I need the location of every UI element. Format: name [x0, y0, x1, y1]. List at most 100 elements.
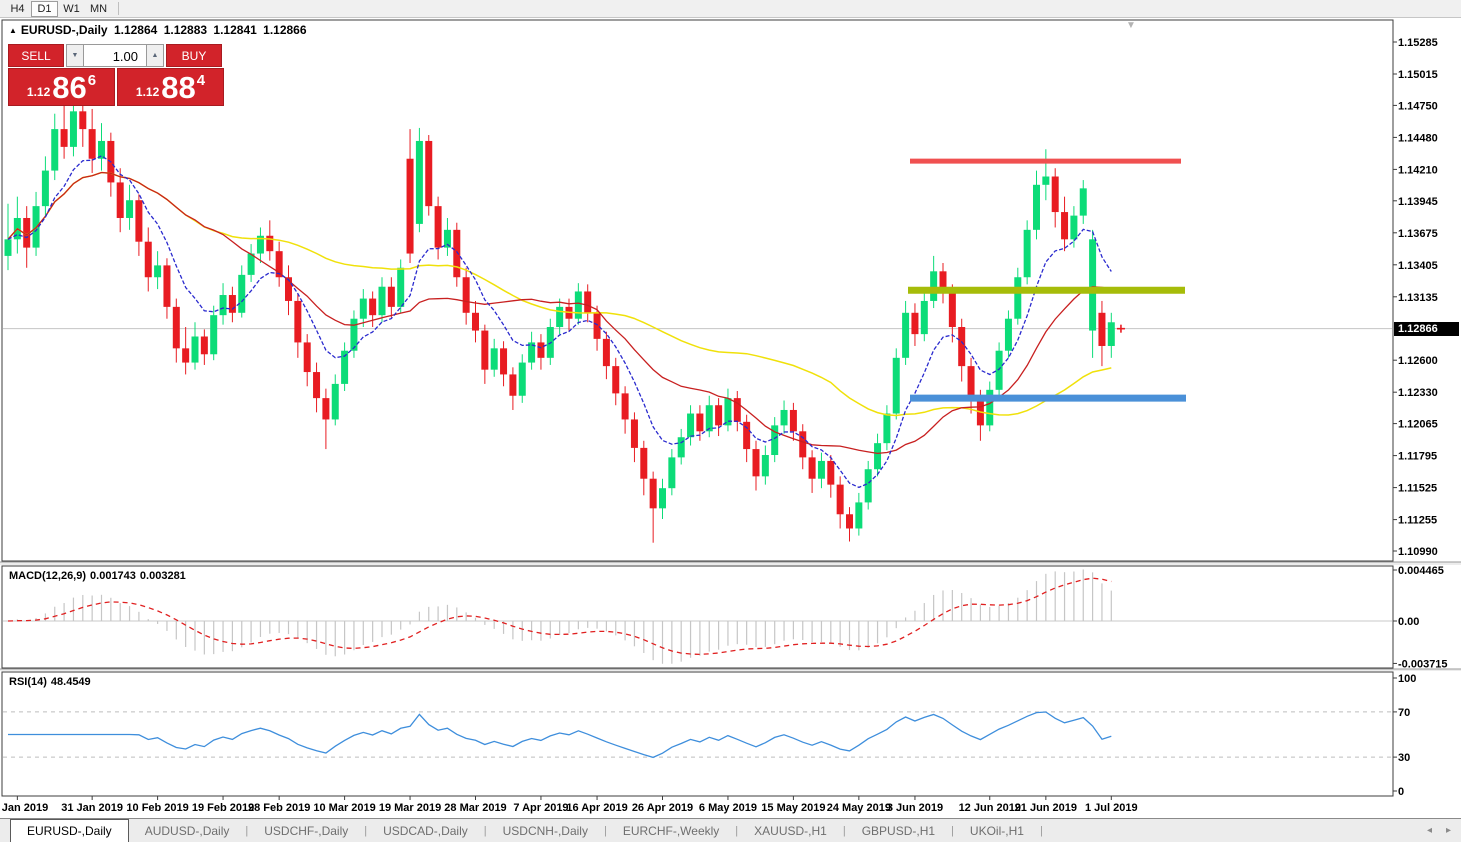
current-price-tag: 1.12866 — [1394, 321, 1459, 336]
svg-text:1.13405: 1.13405 — [1398, 260, 1438, 272]
buy-price-prefix: 1.12 — [135, 85, 160, 99]
toolbar-separator — [118, 2, 119, 15]
tab-separator: | — [842, 825, 846, 837]
chart-tab-usdcad[interactable]: USDCAD-,Daily — [383, 824, 468, 838]
chart-canvas[interactable]: 1.15285 1.15015 1.14750 1.14480 1.14210 1.139… — [0, 18, 1461, 818]
svg-text:1.12330: 1.12330 — [1398, 387, 1438, 399]
ohlc-close: 1.12866 — [263, 23, 307, 37]
svg-text:1.13675: 1.13675 — [1398, 228, 1438, 240]
chart-tab-eurusd[interactable]: EURUSD-,Daily — [10, 819, 129, 842]
svg-text:10 Feb 2019: 10 Feb 2019 — [126, 802, 188, 814]
tab-separator: | — [483, 825, 487, 837]
rsi-value: 48.4549 — [50, 676, 91, 688]
svg-text:0.004465: 0.004465 — [1398, 565, 1444, 577]
svg-text:31 Jan 2019: 31 Jan 2019 — [61, 802, 123, 814]
macd-indicator-label: MACD(12,26,9) 0.001743 0.003281 — [9, 570, 186, 582]
svg-text:6 May 2019: 6 May 2019 — [699, 802, 757, 814]
timeframe-button-mn[interactable]: MN — [85, 1, 112, 17]
scroll-to-end-marker-icon[interactable]: ▼ — [1126, 20, 1136, 31]
ohlc-open: 1.12864 — [113, 23, 158, 37]
rsi-indicator-label: RSI(14) 48.4549 — [9, 676, 91, 688]
svg-text:1.12600: 1.12600 — [1398, 355, 1438, 367]
sell-price-big-digits: 86 — [52, 70, 87, 105]
svg-text:3 Jun 2019: 3 Jun 2019 — [887, 802, 943, 814]
one-click-trading-panel: SELL ▼ 1.00 ▲ BUY 1.12 86 6 1.12 88 4 — [8, 44, 226, 106]
macd-signal-value: 0.003281 — [139, 570, 186, 582]
svg-text:1.15285: 1.15285 — [1398, 37, 1438, 49]
macd-panel — [3, 569, 1392, 664]
svg-text:1 Jul 2019: 1 Jul 2019 — [1085, 802, 1138, 814]
macd-axis: 0.004465 0.00 -0.003715 — [1393, 565, 1448, 670]
tab-separator: | — [364, 825, 368, 837]
svg-text:-0.003715: -0.003715 — [1398, 658, 1448, 670]
chart-tab-usdchf[interactable]: USDCHF-,Daily — [264, 824, 349, 838]
trade-panel-prices: 1.12 86 6 1.12 88 4 — [8, 68, 226, 106]
tabs-scroll-left-icon[interactable]: ◂ — [1426, 824, 1432, 836]
svg-text:22 Jan 2019: 22 Jan 2019 — [0, 802, 48, 814]
buy-price-pip-digit: 4 — [196, 72, 206, 89]
timeframe-button-d1[interactable]: D1 — [31, 0, 58, 17]
chart-tab-xauusd[interactable]: XAUUSD-,H1 — [754, 824, 827, 838]
chart-tab-audusd[interactable]: AUDUSD-,Daily — [144, 824, 230, 838]
svg-text:100: 100 — [1398, 673, 1416, 685]
sell-price-pip-digit: 6 — [87, 72, 97, 89]
triangle-down-icon: ▼ — [71, 52, 79, 59]
ohlc-low: 1.12841 — [213, 23, 257, 37]
svg-text:1.11525: 1.11525 — [1398, 483, 1437, 495]
chart-tab-usdcnh[interactable]: USDCNH-,Daily — [502, 824, 588, 838]
chart-window: 1.15285 1.15015 1.14750 1.14480 1.14210 1.139… — [0, 18, 1461, 818]
svg-text:12 Jun 2019: 12 Jun 2019 — [959, 802, 1021, 814]
macd-value: 0.001743 — [90, 570, 136, 582]
svg-text:1.15015: 1.15015 — [1398, 69, 1438, 81]
collapse-triangle-icon[interactable]: ▲ — [9, 26, 17, 35]
chart-tab-ukoil[interactable]: UKOil-,H1 — [969, 824, 1024, 838]
svg-text:28 Feb 2019: 28 Feb 2019 — [248, 802, 310, 814]
ma-line-20 — [7, 171, 1112, 455]
svg-text:1.12065: 1.12065 — [1398, 419, 1438, 431]
timeframe-button-h4[interactable]: H4 — [4, 1, 31, 17]
tab-separator: | — [735, 825, 739, 837]
ohlc-high: 1.12883 — [163, 23, 208, 37]
tabs-scroll-right-icon[interactable]: ▸ — [1445, 824, 1451, 836]
chart-tab-eurchf[interactable]: EURCHF-,Weekly — [622, 824, 720, 838]
svg-text:1.13135: 1.13135 — [1398, 292, 1438, 304]
trade-panel-controls: SELL ▼ 1.00 ▲ BUY — [8, 44, 226, 67]
chart-symbol-label: EURUSD-,Daily — [20, 23, 108, 37]
svg-text:10 Mar 2019: 10 Mar 2019 — [313, 802, 375, 814]
tab-separator: | — [603, 825, 607, 837]
svg-text:16 Apr 2019: 16 Apr 2019 — [566, 802, 627, 814]
triangle-up-icon: ▲ — [151, 52, 159, 59]
timeframe-toolbar: H4 D1 W1 MN — [0, 0, 1461, 18]
svg-text:15 May 2019: 15 May 2019 — [761, 802, 825, 814]
last-price-marker — [1116, 324, 1125, 333]
svg-text:0.00: 0.00 — [1398, 616, 1419, 628]
tab-scroll-controls: ◂ ▸ — [1427, 818, 1451, 842]
svg-text:70: 70 — [1398, 707, 1410, 719]
buy-price-display[interactable]: 1.12 88 4 — [117, 68, 224, 106]
chart-tab-gbpusd[interactable]: GBPUSD-,H1 — [861, 824, 936, 838]
ma-line-8 — [7, 155, 1112, 489]
sell-price-display[interactable]: 1.12 86 6 — [8, 68, 115, 106]
svg-text:7 Apr 2019: 7 Apr 2019 — [513, 802, 568, 814]
volume-increase-button[interactable]: ▲ — [146, 44, 164, 67]
svg-text:28 Mar 2019: 28 Mar 2019 — [444, 802, 506, 814]
timeframe-button-w1[interactable]: W1 — [58, 1, 85, 17]
svg-text:1.11255: 1.11255 — [1398, 515, 1437, 527]
candlesticks — [4, 87, 1115, 543]
buy-price-big-digits: 88 — [161, 70, 196, 105]
buy-button[interactable]: BUY — [166, 44, 222, 67]
svg-text:21 Jun 2019: 21 Jun 2019 — [1015, 802, 1077, 814]
rsi-axis: 100 70 30 0 — [1393, 673, 1416, 798]
chart-ohlc-header: ▲ EURUSD-,Daily 1.12864 1.12883 1.12841 1… — [9, 23, 310, 37]
svg-text:1.11795: 1.11795 — [1398, 451, 1437, 463]
volume-input[interactable]: 1.00 — [84, 44, 146, 67]
svg-text:24 May 2019: 24 May 2019 — [827, 802, 891, 814]
svg-text:19 Feb 2019: 19 Feb 2019 — [192, 802, 254, 814]
sell-button[interactable]: SELL — [8, 44, 64, 67]
volume-decrease-button[interactable]: ▼ — [66, 44, 84, 67]
svg-text:1.14210: 1.14210 — [1398, 164, 1438, 176]
svg-text:1.14750: 1.14750 — [1398, 100, 1438, 112]
sell-price-prefix: 1.12 — [26, 85, 51, 99]
